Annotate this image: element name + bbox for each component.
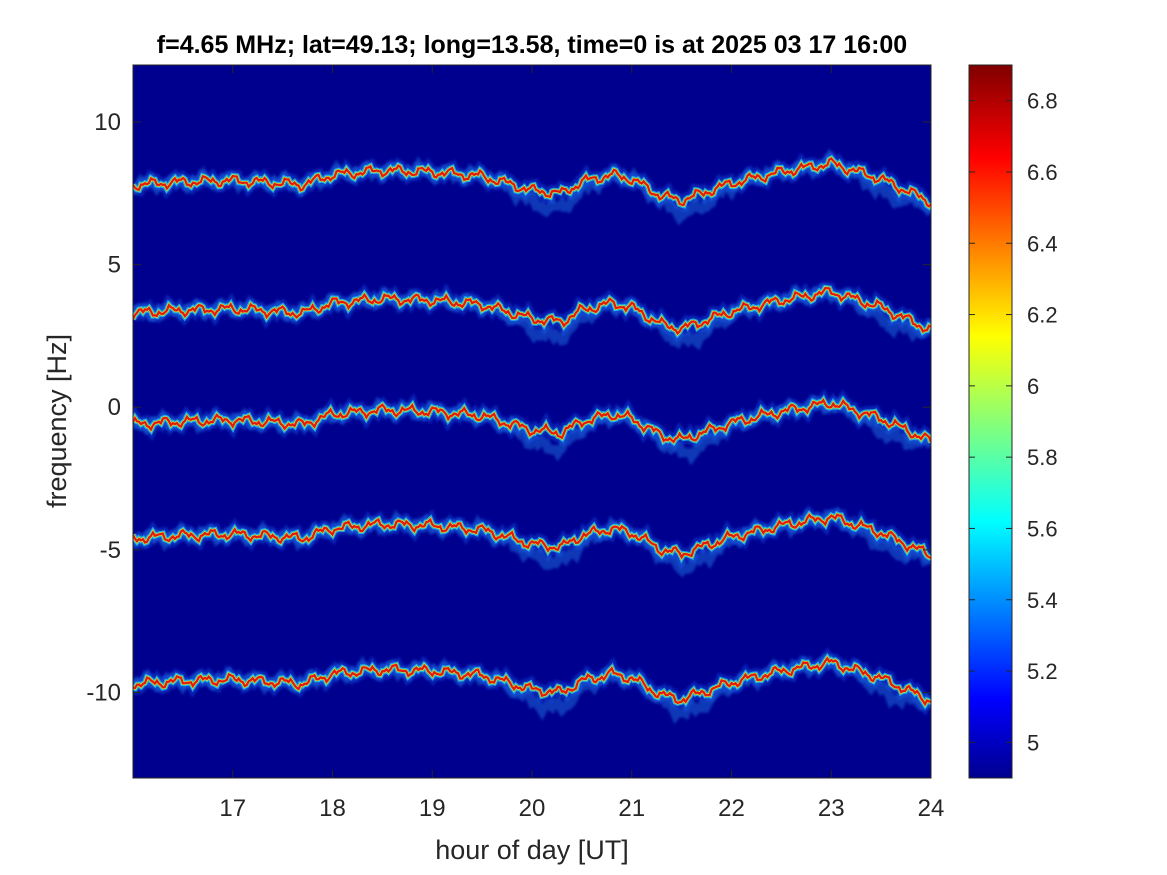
y-tick-label: 5 bbox=[108, 252, 121, 279]
colorbar-tick-label: 6.4 bbox=[1027, 231, 1058, 256]
colorbar-tick-label: 5.8 bbox=[1027, 445, 1058, 470]
x-tick-label: 24 bbox=[918, 795, 945, 822]
y-tick-label: -5 bbox=[100, 537, 121, 564]
y-axis-label: frequency [Hz] bbox=[42, 334, 72, 508]
trace-peak-line bbox=[133, 398, 931, 444]
colorbar-tick-label: 5.2 bbox=[1027, 659, 1058, 684]
colorbar-tick-label: 6.8 bbox=[1027, 89, 1058, 114]
colorbar-tick-label: 5.4 bbox=[1027, 588, 1058, 613]
trace-peak-line bbox=[133, 656, 931, 707]
y-axis: 10 5 0 -5 -10 bbox=[86, 109, 931, 706]
x-axis-label: hour of day [UT] bbox=[435, 835, 629, 865]
x-tick-label: 22 bbox=[718, 795, 745, 822]
y-tick-label: 0 bbox=[108, 394, 121, 421]
trace-layer bbox=[133, 148, 931, 725]
x-tick-label: 19 bbox=[419, 795, 446, 822]
colorbar-tick-label: 6.6 bbox=[1027, 160, 1058, 185]
x-tick-label: 20 bbox=[519, 795, 546, 822]
x-tick-label: 21 bbox=[618, 795, 645, 822]
colorbar-tick-label: 6.2 bbox=[1027, 303, 1058, 328]
colorbar-ticks: 6.8 6.6 6.4 6.2 6 5.8 5.6 5.4 5.2 5 bbox=[969, 89, 1058, 755]
x-tick-label: 18 bbox=[319, 795, 346, 822]
colorbar-tick-label: 6 bbox=[1027, 374, 1039, 399]
trace-peak-line bbox=[133, 513, 931, 560]
colorbar-tick-label: 5 bbox=[1027, 730, 1039, 755]
colorbar-tick-label: 5.6 bbox=[1027, 516, 1058, 541]
trace-peak-line bbox=[133, 286, 931, 336]
trace-peak-line bbox=[133, 157, 931, 208]
x-tick-label: 23 bbox=[818, 795, 845, 822]
y-tick-label: -10 bbox=[86, 679, 121, 706]
x-axis: 17 18 19 20 21 22 23 24 bbox=[219, 65, 944, 822]
colorbar bbox=[968, 64, 1013, 779]
chart-title: f=4.65 MHz; lat=49.13; long=13.58, time=… bbox=[157, 31, 907, 59]
y-tick-label: 10 bbox=[94, 109, 121, 136]
x-tick-label: 17 bbox=[219, 795, 246, 822]
